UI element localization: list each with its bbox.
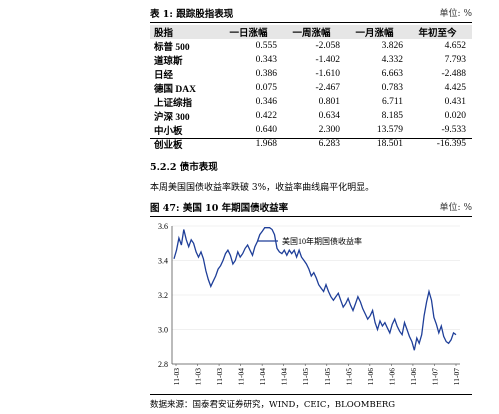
- ytd-change: 4.425: [444, 83, 466, 93]
- index-name: 日经: [154, 71, 174, 81]
- day-change: 0.386: [255, 69, 277, 79]
- table-row: 中小板 0.640 2.300 13.579 -9.533: [150, 123, 472, 137]
- ytd-change: 7.793: [444, 55, 466, 65]
- x-tick-label: 11-03: [172, 368, 181, 385]
- week-change: 2.300: [318, 125, 340, 135]
- month-change: 4.332: [381, 55, 403, 65]
- day-change: 0.555: [255, 41, 277, 51]
- x-tick-label: 11-05: [323, 368, 332, 385]
- x-tick-label: 11-07: [452, 368, 461, 385]
- day-change: 0.640: [255, 125, 277, 135]
- month-change: 0.783: [381, 83, 403, 93]
- ytd-change: -16.395: [436, 139, 466, 149]
- y-tick-label: 2.8: [158, 360, 168, 369]
- month-change: 8.185: [381, 111, 403, 121]
- figure-bottom-rule: [150, 394, 472, 395]
- legend-label: 美国10年期国债收益率: [282, 236, 362, 246]
- week-change: -1.610: [315, 69, 340, 79]
- ytd-change: -9.533: [441, 125, 466, 135]
- table-row: 沪深 300 0.422 0.634 8.185 0.020: [150, 109, 472, 123]
- header-day: 一日涨幅: [220, 25, 283, 39]
- month-change: 6.663: [381, 69, 403, 79]
- body-paragraph: 本周美国国债收益率跌破 3%，收益率曲线扁平化明显。: [150, 183, 375, 193]
- x-tick-label: 11-07: [430, 368, 439, 385]
- week-change: -2.058: [315, 41, 340, 51]
- x-tick-label: 11-06: [409, 368, 418, 385]
- day-change: 0.422: [255, 111, 277, 121]
- x-tick-label: 11-04: [258, 368, 267, 385]
- x-tick-label: 11-03: [194, 368, 203, 385]
- y-tick-label: 3.2: [158, 291, 168, 300]
- table-title: 表 1: 跟踪股指表现: [150, 9, 234, 20]
- chart-legend: 美国10年期国债收益率: [258, 236, 362, 246]
- header-index: 股指: [150, 25, 220, 39]
- y-tick-label: 3.6: [158, 222, 168, 231]
- ytd-change: -2.488: [441, 69, 466, 79]
- ytd-change: 0.431: [444, 97, 466, 107]
- day-change: 1.968: [255, 139, 277, 149]
- index-name: 道琼斯: [154, 57, 183, 67]
- table-row: 道琼斯 0.343 -1.402 4.332 7.793: [150, 53, 472, 67]
- table-unit: 单位: %: [439, 9, 472, 19]
- table-row: 创业板 1.968 6.283 18.501 -16.395: [150, 137, 472, 151]
- yield-series-line: [173, 227, 457, 351]
- x-tick-label: 11-04: [237, 368, 246, 385]
- figure-unit: 单位: %: [439, 203, 472, 213]
- week-change: -1.402: [315, 55, 340, 65]
- day-change: 0.343: [255, 55, 277, 65]
- index-name: 创业板: [154, 141, 183, 151]
- x-tick-label: 11-04: [280, 368, 289, 385]
- figure-title: 图 47: 美国 10 年期国债收益率: [150, 203, 289, 214]
- month-change: 3.826: [381, 41, 403, 51]
- week-change: 6.283: [318, 139, 340, 149]
- week-change: -2.467: [315, 83, 340, 93]
- table-row: 标普 500 0.555 -2.058 3.826 4.652: [150, 39, 472, 53]
- x-tick-label: 11-03: [215, 368, 224, 385]
- week-change: 0.801: [318, 97, 340, 107]
- figure-caption: 图 47: 美国 10 年期国债收益率 单位: %: [150, 200, 472, 214]
- chart-gridlines: [172, 225, 460, 365]
- table-caption: 表 1: 跟踪股指表现 单位: %: [150, 6, 472, 20]
- month-change: 18.501: [376, 139, 403, 149]
- index-name: 标普 500: [154, 43, 190, 53]
- header-week: 一周涨幅: [283, 25, 346, 39]
- day-change: 0.075: [255, 83, 277, 93]
- y-tick-label: 3.4: [158, 257, 168, 266]
- figure-top-rule: [150, 216, 472, 217]
- index-name: 德国 DAX: [154, 85, 196, 95]
- index-name: 中小板: [154, 127, 183, 137]
- table-bottom-rule: [150, 138, 472, 139]
- x-tick-label: 11-05: [344, 368, 353, 385]
- data-source-note: 数据来源：国泰君安证券研究，WIND，CEIC，BLOOMBERG: [150, 400, 396, 410]
- table-row: 德国 DAX 0.075 -2.467 0.783 4.425: [150, 81, 472, 95]
- x-tick-label: 11-06: [387, 368, 396, 385]
- ytd-change: 4.652: [444, 41, 466, 51]
- y-axis-ticks: 3.6 3.4 3.2 3.0 2.8: [158, 222, 168, 369]
- table-row: 日经 0.386 -1.610 6.663 -2.488: [150, 67, 472, 81]
- month-change: 6.711: [381, 97, 403, 107]
- index-performance-table: 股指 一日涨幅 一周涨幅 一月涨幅 年初至今 标普 500 0.555 -2.0…: [150, 25, 472, 151]
- index-name: 沪深 300: [154, 113, 190, 123]
- table-top-rule: [150, 22, 472, 23]
- header-ytd: 年初至今: [409, 25, 472, 39]
- week-change: 0.634: [318, 111, 340, 121]
- month-change: 13.579: [376, 125, 403, 135]
- treasury-yield-chart: 3.63.43.23.02.8 11-03 11-03 11-03 11-04 11-0…: [158, 222, 461, 385]
- y-tick-label: 3.0: [158, 326, 168, 335]
- table-header-row: 股指 一日涨幅 一周涨幅 一月涨幅 年初至今: [150, 25, 472, 39]
- header-month: 一月涨幅: [346, 25, 409, 39]
- day-change: 0.346: [255, 97, 277, 107]
- ytd-change: 0.020: [444, 111, 466, 121]
- x-tick-label: 11-06: [366, 368, 375, 385]
- index-name: 上证综指: [154, 99, 193, 109]
- section-heading: 5.2.2 债市表现: [150, 162, 218, 173]
- x-axis-ticks: 11-03 11-03 11-03 11-04 11-04 11-04 11-05 11-05…: [172, 364, 461, 385]
- table-row: 上证综指 0.346 0.801 6.711 0.431: [150, 95, 472, 109]
- x-tick-label: 11-05: [301, 368, 310, 385]
